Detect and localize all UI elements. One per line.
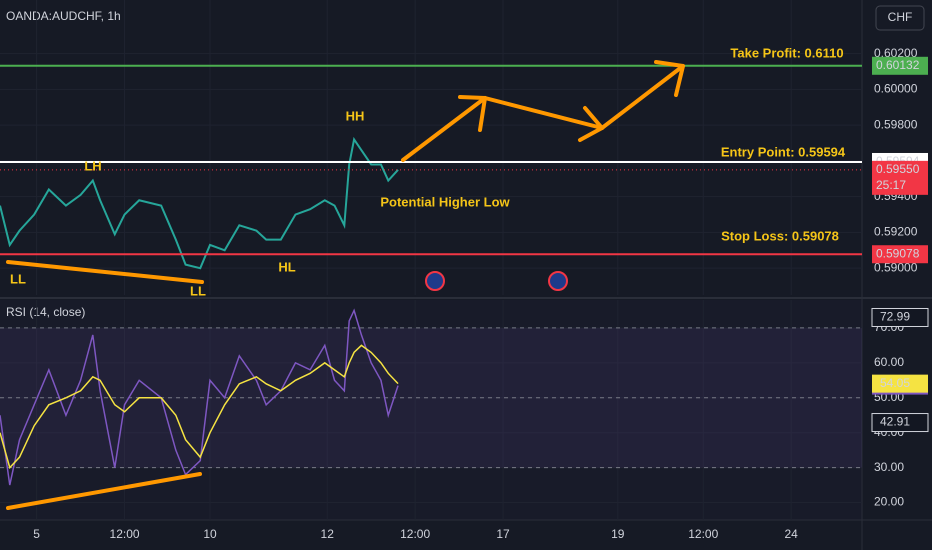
rsi-title: RSI (14, close) (6, 305, 85, 319)
value-tag (871, 307, 929, 327)
x-tick-label: 10 (203, 527, 217, 541)
currency-label[interactable]: CHF (888, 10, 913, 24)
rsi-trend-line (6, 472, 202, 510)
x-tick-label: 19 (611, 527, 625, 541)
price-tag-label: 0.60132 (876, 58, 920, 72)
symbol-title: OANDA:AUDCHF, 1h (6, 9, 121, 23)
y-tick-label: 20.00 (874, 495, 904, 509)
series-line (0, 308, 399, 486)
annotation: Stop Loss: 0.59078 (721, 228, 839, 243)
y-tick-label: 0.59200 (874, 225, 918, 239)
series-line (0, 136, 399, 270)
value-tag-label: 42.91 (880, 415, 910, 429)
countdown: 25:17 (876, 178, 906, 192)
x-tick-label: 12:00 (110, 527, 140, 541)
y-tick-label: 0.59000 (874, 260, 918, 274)
annotation: LL (190, 283, 206, 298)
value-tag-label: 72.99 (880, 310, 910, 324)
y-tick-label: 60.00 (874, 355, 904, 369)
x-tick-label: 12:00 (400, 527, 430, 541)
arrow (483, 96, 604, 130)
event-flag[interactable] (425, 271, 445, 291)
value-tag (871, 413, 929, 433)
x-tick-label: 24 (785, 527, 799, 541)
x-tick-label: 17 (496, 527, 510, 541)
annotation: Take Profit: 0.6110 (730, 45, 843, 60)
event-flags (425, 271, 568, 291)
event-flag[interactable] (548, 271, 568, 291)
y-tick-label: 0.60200 (874, 46, 918, 60)
price-tag-label: 0.59550 (876, 162, 920, 176)
arrow (401, 96, 487, 162)
drawings (6, 60, 685, 510)
arrow-head (654, 60, 685, 97)
annotation: LH (84, 158, 101, 173)
x-tick-label: 12 (321, 527, 335, 541)
trend-line (6, 260, 204, 284)
last-value-tag (872, 374, 928, 393)
annotation: LL (10, 271, 26, 286)
y-tick-label: 30.00 (874, 460, 904, 474)
y-tick-label: 0.60000 (874, 82, 918, 96)
annotation: Potential Higher Low (380, 194, 510, 209)
annotation: Entry Point: 0.59594 (721, 144, 846, 159)
price-tag (872, 56, 928, 75)
y-tick-label: 0.59800 (874, 117, 918, 131)
arrow (600, 64, 685, 130)
price-tag (872, 160, 928, 195)
annotation: HL (278, 259, 295, 274)
annotation: HH (346, 108, 365, 123)
last-value-label: 54.05 (880, 376, 910, 390)
currency-button[interactable] (875, 5, 925, 31)
price-tag (872, 245, 928, 264)
x-tick-label: 5 (33, 527, 40, 541)
x-tick-label: 12:00 (688, 527, 718, 541)
series-line (0, 344, 399, 470)
price-tag-label: 0.59078 (876, 246, 920, 260)
